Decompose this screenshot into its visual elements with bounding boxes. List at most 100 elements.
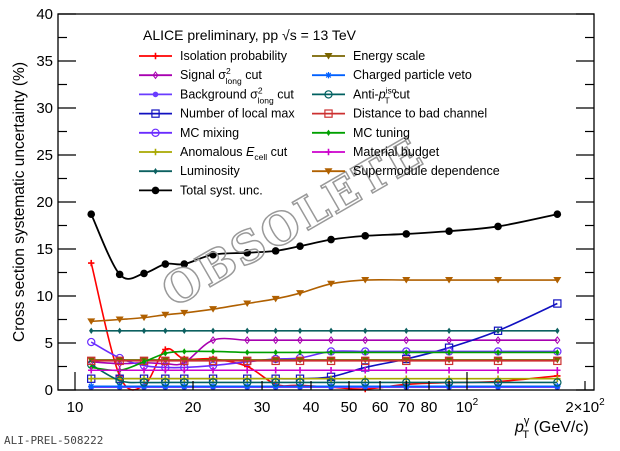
data-point — [361, 356, 370, 366]
data-point — [328, 327, 334, 334]
data-point — [115, 270, 124, 279]
legend-entry: Charged particle veto — [312, 68, 472, 82]
data-point — [295, 356, 305, 366]
data-point — [163, 327, 168, 334]
series-anomalous-ecell-cut — [88, 375, 561, 382]
y-tick-label: 25 — [36, 147, 53, 164]
legend-entry: MC tuning — [312, 126, 410, 140]
x-tick-label: 60 — [372, 399, 389, 416]
data-point — [271, 295, 280, 303]
legend-entry: Total syst. unc. — [139, 183, 263, 197]
data-point — [555, 327, 560, 334]
x-axis-title-units: (GeV/c) — [529, 419, 589, 436]
data-point — [495, 349, 501, 356]
data-point — [180, 309, 189, 317]
y-tick-label: 5 — [45, 335, 53, 352]
data-point — [494, 367, 502, 374]
data-point — [327, 367, 335, 374]
data-point — [116, 367, 123, 374]
data-point — [243, 356, 252, 366]
y-tick-label: 10 — [36, 288, 53, 305]
data-point — [361, 378, 370, 387]
data-point — [402, 230, 411, 238]
data-point — [163, 350, 168, 357]
legend-marker — [152, 91, 159, 98]
legend-label: Anomalous Ecell cut — [180, 145, 288, 162]
legend-marker — [325, 148, 332, 156]
data-point — [361, 277, 370, 284]
data-point — [141, 358, 147, 365]
x-tick-label: 30 — [254, 399, 271, 416]
data-point — [117, 327, 122, 334]
data-point — [297, 349, 303, 356]
legend-marker — [152, 148, 159, 156]
x-tick-label: 102 — [456, 397, 479, 416]
data-point — [209, 250, 217, 259]
legend-label: Luminosity — [180, 164, 240, 178]
x-axis-title: pγ T (GeV/c) — [514, 415, 589, 441]
x-tick-label: 40 — [303, 399, 320, 416]
data-point — [115, 356, 124, 366]
data-point — [182, 348, 187, 355]
data-point — [244, 336, 251, 345]
legend-marker — [152, 71, 159, 80]
data-point — [271, 378, 280, 387]
data-point — [180, 260, 189, 268]
data-point — [209, 306, 218, 313]
data-point — [87, 337, 96, 347]
data-point — [404, 327, 409, 334]
legend-label: Anti-piso T cut — [353, 85, 410, 105]
data-point — [363, 327, 368, 334]
data-point — [141, 327, 147, 334]
data-point — [180, 356, 189, 366]
data-point — [404, 349, 409, 356]
data-point — [161, 311, 170, 319]
data-point — [273, 327, 278, 334]
data-point — [493, 378, 503, 387]
data-point — [87, 210, 96, 219]
legend-marker — [326, 129, 331, 136]
data-point — [363, 349, 368, 356]
y-tick-label: 35 — [36, 53, 53, 70]
y-axis-title: Cross section systematic uncertainty (%) — [11, 62, 28, 342]
data-point — [161, 356, 170, 366]
series-supermodule-dependence — [87, 277, 562, 325]
data-point — [296, 336, 304, 345]
data-point — [402, 356, 411, 366]
data-point — [182, 327, 187, 334]
data-point — [88, 367, 95, 374]
y-tick-label: 20 — [36, 194, 53, 211]
data-point — [116, 359, 123, 368]
x-tick-label: 10 — [67, 399, 84, 416]
data-point — [328, 349, 334, 356]
series-material-budget — [88, 367, 561, 374]
legend-marker — [153, 168, 158, 175]
series-layer — [87, 210, 562, 393]
data-point — [297, 327, 303, 334]
data-point — [296, 242, 304, 250]
legend-label: Supermodule dependence — [353, 164, 500, 178]
x-axis-title-sub: T — [522, 429, 529, 441]
data-point — [493, 356, 503, 366]
data-point — [554, 336, 561, 345]
legend-entry: Number of local max — [139, 107, 295, 121]
data-point — [444, 356, 454, 366]
legend-entry: MC mixing — [139, 126, 239, 140]
data-point — [115, 376, 124, 385]
data-point — [244, 367, 251, 374]
data-point — [272, 367, 279, 374]
data-point — [446, 336, 453, 345]
legend-label: Isolation probability — [180, 49, 288, 63]
data-point — [139, 378, 149, 387]
series-line — [90, 363, 558, 384]
legend-label: Total syst. unc. — [180, 183, 263, 197]
series-luminosity — [89, 327, 560, 334]
data-point — [208, 378, 218, 387]
data-point — [88, 375, 95, 382]
legend-entry: Distance to bad channel — [312, 107, 487, 121]
legend-entry: Luminosity — [139, 164, 240, 178]
figure-id: ALI-PREL-508222 — [4, 434, 103, 447]
data-point — [295, 378, 305, 387]
data-point — [494, 277, 503, 284]
legend-label: Background σ2 long cut — [180, 85, 294, 105]
